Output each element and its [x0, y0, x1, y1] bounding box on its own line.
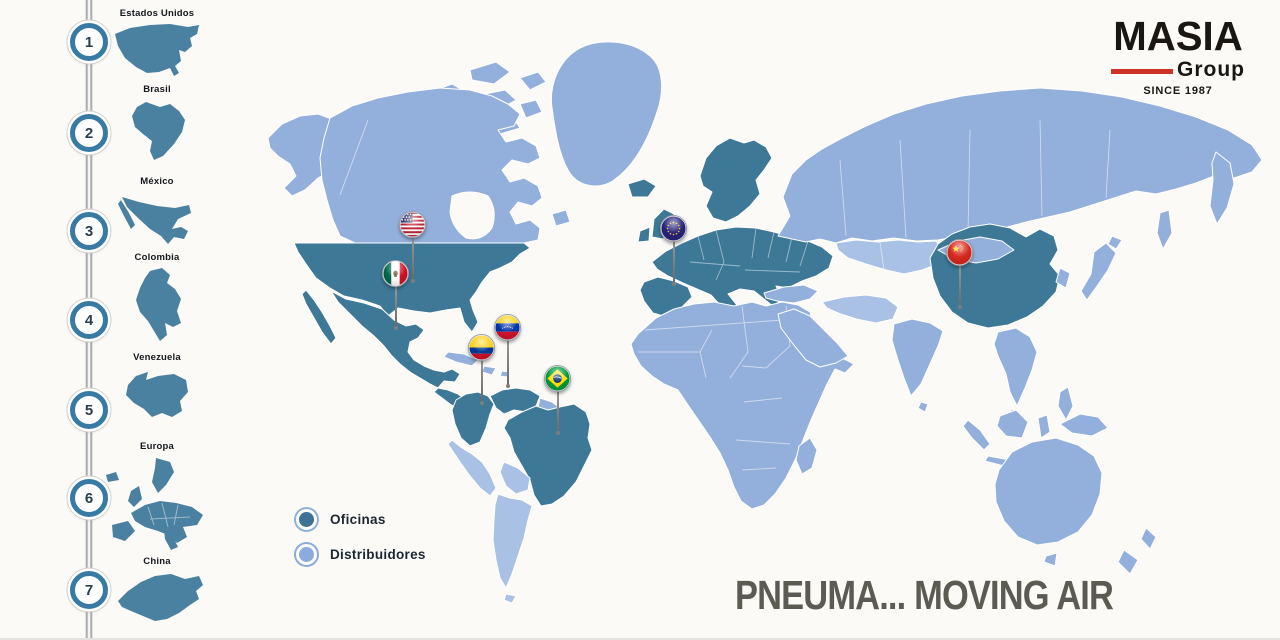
pin-stick [957, 264, 962, 309]
eu-flag-icon [660, 215, 687, 242]
mexico-flag-icon [382, 260, 409, 287]
logo-red-line [1111, 69, 1173, 74]
region-iran [821, 294, 899, 324]
region-southeast-asia [993, 327, 1038, 407]
region-canada [319, 87, 543, 244]
sidebar-label-mexico: México [140, 176, 174, 187]
legend-label: Oficinas [330, 512, 386, 527]
region-new-guinea [1059, 413, 1109, 437]
timeline-badge-7: 7 [70, 571, 108, 609]
mexico-silhouette-icon [117, 190, 195, 248]
legend-item-distribuidores: Distribuidores [296, 544, 426, 565]
region-australia [994, 437, 1103, 546]
brazil-flag-icon [544, 365, 571, 392]
region-new-zealand [1140, 527, 1157, 550]
region-brazil [503, 403, 593, 507]
map-legend: Oficinas Distribuidores [296, 509, 426, 579]
map-pin-european-union [660, 215, 687, 286]
legend-item-oficinas: Oficinas [296, 509, 426, 530]
sidebar-label-brasil: Brasil [143, 84, 171, 95]
region-russia [777, 87, 1263, 244]
timeline-badge-5: 5 [70, 391, 108, 429]
usa-flag-icon [399, 211, 426, 238]
brazil-silhouette-icon [125, 98, 189, 164]
region-madagascar [795, 437, 818, 475]
timeline-badge-1: 1 [70, 23, 108, 61]
region-central-asia [835, 239, 945, 275]
region-japan [1080, 242, 1117, 301]
colombia-silhouette-icon [127, 266, 187, 344]
pin-stick [393, 285, 398, 330]
map-pin-mexico [382, 260, 409, 330]
europe-silhouette-icon [100, 455, 212, 553]
region-arabia [777, 308, 849, 368]
region-colombia [451, 391, 495, 447]
venezuela-flag-icon [494, 314, 521, 341]
region-usa [293, 242, 531, 333]
sidebar-label-estados-unidos: Estados Unidos [119, 8, 195, 19]
timeline-badge-4: 4 [70, 301, 108, 339]
region-argentina [492, 493, 533, 589]
china-flag-icon [946, 239, 973, 266]
brand-logo: MASIA Group SINCE 1987 [1100, 16, 1256, 97]
venezuela-silhouette-icon [121, 366, 193, 424]
tagline: PNEUMA... MOVING AIR [735, 572, 1114, 618]
pin-stick [479, 359, 484, 405]
region-greenland [550, 41, 663, 187]
colombia-flag-icon [468, 334, 495, 361]
pin-stick [671, 240, 676, 286]
map-pin-colombia [468, 334, 495, 405]
map-pin-usa [399, 211, 426, 283]
usa-silhouette-icon [112, 22, 202, 78]
pin-stick [555, 390, 560, 435]
region-scandinavia [699, 137, 773, 223]
brand-since: SINCE 1987 [1143, 85, 1213, 97]
map-pin-venezuela [494, 314, 521, 388]
sidebar-label-europa: Europa [140, 441, 174, 452]
pin-stick [505, 339, 510, 388]
timeline-badge-2: 2 [70, 114, 108, 152]
sidebar-label-colombia: Colombia [134, 252, 180, 263]
timeline-badge-6: 6 [70, 479, 108, 517]
region-turkey [763, 284, 819, 304]
office-swatch-icon [296, 509, 317, 530]
distributor-swatch-icon [296, 544, 317, 565]
region-mexico [330, 290, 461, 389]
pin-stick [410, 236, 415, 283]
timeline-badge-3: 3 [70, 212, 108, 250]
map-pin-china [946, 239, 973, 309]
sidebar-label-china: China [143, 556, 171, 567]
brand-name: MASIA [1113, 13, 1243, 59]
china-silhouette-icon [110, 570, 208, 626]
legend-label: Distribuidores [330, 547, 426, 562]
map-pin-brazil [544, 365, 571, 435]
region-iceland [627, 178, 657, 198]
sidebar-label-venezuela: Venezuela [133, 352, 181, 363]
brand-group: Group [1177, 58, 1245, 81]
region-india [891, 318, 944, 397]
